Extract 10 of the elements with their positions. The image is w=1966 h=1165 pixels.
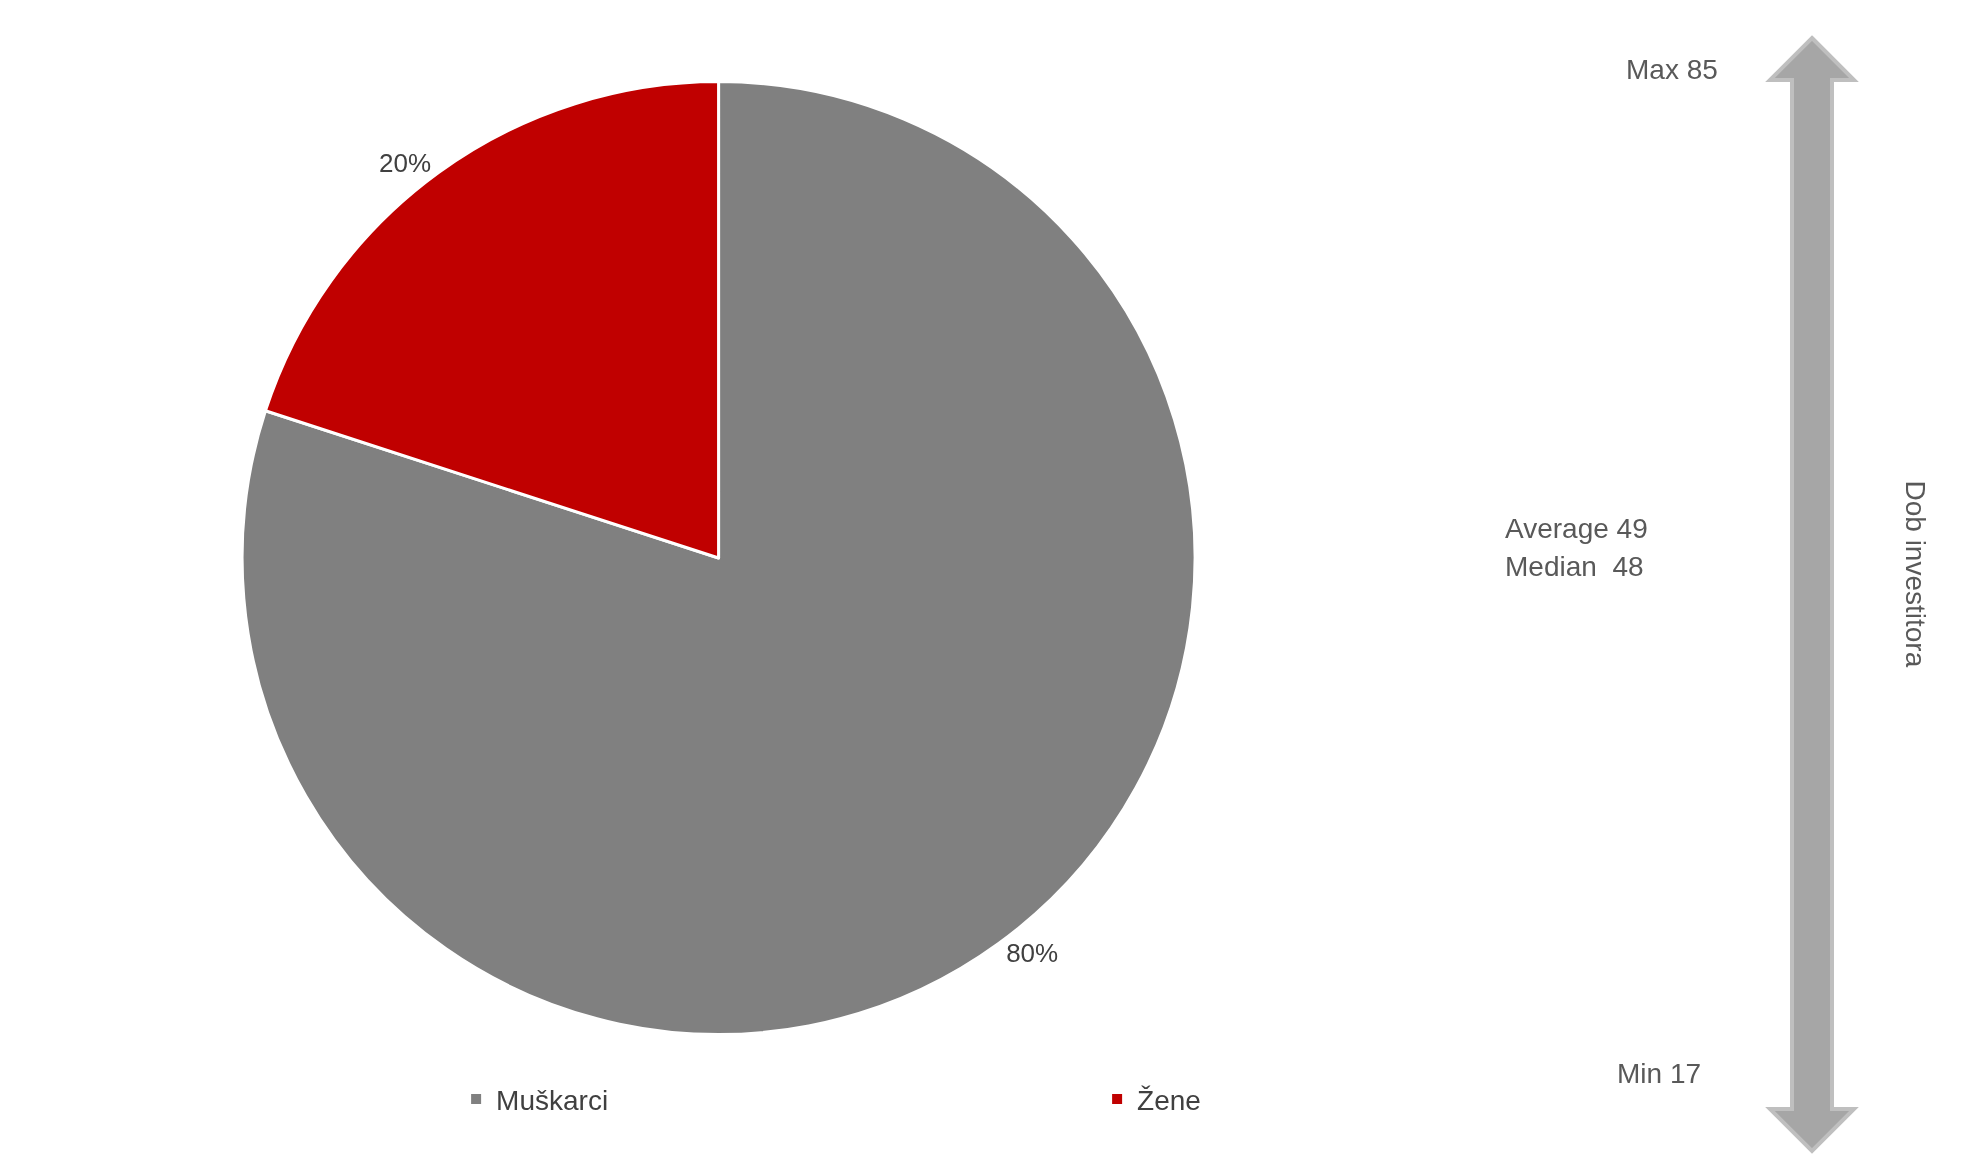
text: Dob investitora	[1899, 480, 1931, 668]
text: Average 49	[1505, 513, 1648, 544]
text: Median 48	[1505, 551, 1644, 582]
data-label: 80%	[1006, 938, 1059, 969]
text: Max 85	[1626, 54, 1718, 85]
data-label: 20%	[378, 147, 431, 178]
legend-label: Žene	[1137, 1084, 1201, 1116]
text: Min 17	[1617, 1058, 1702, 1089]
legend-label: Muškarci	[496, 1084, 609, 1116]
pie-slice	[241, 80, 1197, 1036]
